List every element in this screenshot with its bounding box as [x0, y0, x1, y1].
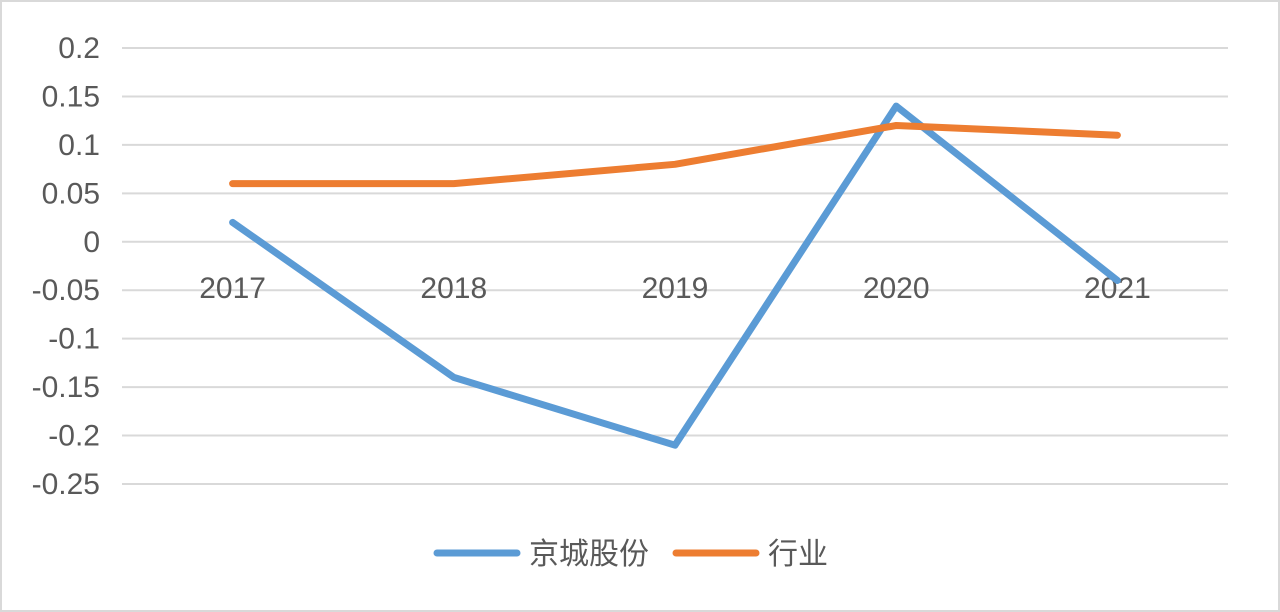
y-tick-label: -0.05: [32, 274, 100, 307]
x-tick-label: 2020: [863, 272, 930, 305]
series-line-1: [229, 102, 1121, 449]
x-axis-ticks: 2017 2018 2019 2020 2021: [199, 272, 1151, 305]
series-lines: [229, 102, 1121, 449]
x-tick-label: 2017: [199, 272, 266, 305]
series-line-2: [229, 122, 1121, 188]
x-tick-label: 2019: [642, 272, 709, 305]
y-axis-ticks: 0.2 0.15 0.1 0.05 0 -0.05 -0.1 -0.15 -0.2 -0.25: [32, 32, 100, 501]
y-tick-label: -0.25: [32, 468, 100, 501]
legend[interactable]: 京城股份 行业: [433, 537, 828, 572]
legend-item-1[interactable]: 京城股份: [433, 537, 649, 572]
x-tick-label: 2018: [420, 272, 487, 305]
y-tick-label: -0.15: [32, 371, 100, 404]
legend-label: 行业: [768, 537, 828, 572]
y-tick-label: 0: [83, 226, 100, 259]
y-tick-label: -0.1: [48, 323, 100, 356]
legend-item-2[interactable]: 行业: [672, 537, 828, 572]
legend-label: 京城股份: [529, 537, 649, 572]
gridlines: [122, 47, 1228, 485]
y-tick-label: 0.15: [42, 80, 100, 113]
y-tick-label: 0.1: [58, 129, 100, 162]
y-tick-label: 0.2: [58, 32, 100, 65]
y-tick-label: -0.2: [48, 420, 100, 453]
y-tick-label: 0.05: [42, 177, 100, 210]
